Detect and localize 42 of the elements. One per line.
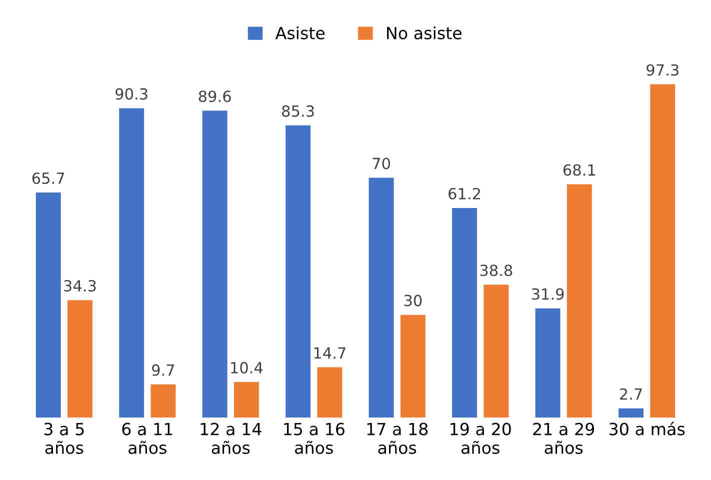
bar	[234, 382, 259, 418]
data-label: 10.4	[231, 362, 263, 374]
data-label: 14.7	[314, 347, 346, 359]
bar	[618, 408, 644, 418]
bar	[150, 384, 176, 418]
bar	[650, 84, 676, 418]
x-tick-label: 30 a más	[610, 422, 685, 436]
data-label: 9.7	[152, 364, 174, 376]
data-label: 68.1	[563, 164, 596, 176]
bar	[400, 314, 426, 418]
legend-label: Asiste	[275, 26, 325, 40]
data-label: 38.8	[480, 264, 512, 276]
x-tick-label: 21 a 29 años	[533, 422, 594, 454]
legend-label: No asiste	[387, 26, 462, 40]
data-label: 61.2	[448, 188, 480, 200]
x-tick-label: 12 a 14 años	[200, 422, 262, 454]
bar	[368, 178, 394, 418]
x-tick-label: 15 a 16 años	[284, 422, 344, 454]
x-tick-label: 6 a 11 años	[122, 422, 172, 454]
bar	[484, 284, 509, 418]
data-label: 85.3	[282, 105, 314, 117]
data-label: 2.7	[620, 388, 642, 400]
bar	[452, 208, 478, 418]
x-tick-label: 19 a 20 años	[450, 422, 511, 454]
x-tick-label: 17 a 18 años	[367, 422, 428, 454]
data-label: 97.3	[646, 64, 678, 76]
bar	[119, 108, 144, 418]
data-label: 90.3	[116, 88, 148, 100]
bar	[566, 184, 592, 418]
bar	[202, 110, 228, 418]
x-tick-label: 3 a 5 años	[44, 422, 84, 454]
bar	[535, 308, 560, 418]
bar	[67, 300, 92, 418]
data-label: 31.9	[532, 288, 564, 300]
data-label: 89.6	[198, 90, 231, 102]
data-label: 65.7	[32, 172, 64, 184]
data-label: 34.3	[64, 280, 96, 292]
bar	[286, 125, 311, 418]
bar	[36, 192, 61, 418]
data-label: 70	[372, 158, 390, 170]
bar	[317, 367, 342, 418]
data-label: 30	[404, 294, 422, 306]
